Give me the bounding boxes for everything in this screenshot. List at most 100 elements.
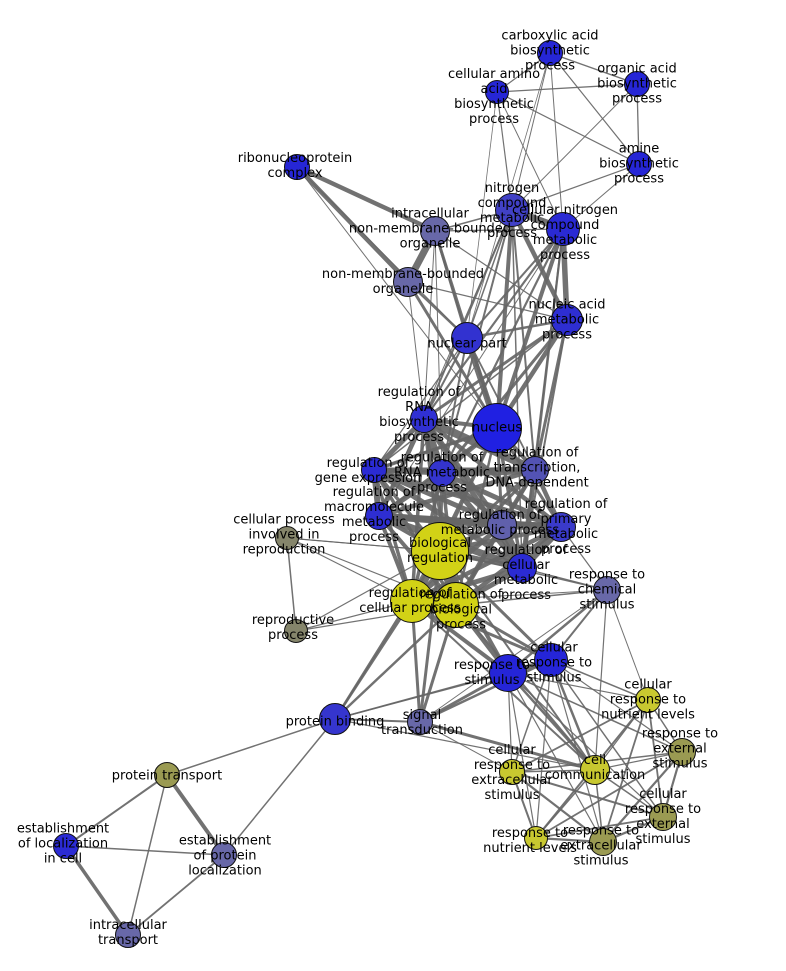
network-edge: [223, 718, 336, 856]
network-edge: [511, 83, 638, 211]
network-edge: [406, 280, 499, 430]
network-edge: [511, 52, 551, 211]
network-edge: [286, 537, 297, 632]
network-edge: [506, 671, 597, 772]
network-node-signal_transduction[interactable]: [407, 709, 433, 735]
network-edge: [423, 230, 436, 420]
network-node-reg_rna_met[interactable]: [428, 459, 456, 487]
network-edge: [495, 227, 565, 430]
network-node-resp_extracell_stim[interactable]: [589, 828, 617, 856]
network-edge: [434, 228, 564, 232]
network-node-intracellular_transp[interactable]: [115, 922, 141, 948]
network-edge: [507, 672, 604, 843]
network-node-nmb_organelle[interactable]: [393, 267, 423, 297]
network-node-reg_cell_met[interactable]: [507, 553, 537, 583]
network-edge: [286, 537, 413, 602]
network-edge: [549, 658, 597, 772]
network-edge: [65, 774, 168, 847]
network-node-cell_resp_nutrient[interactable]: [635, 687, 661, 713]
network-edge: [407, 281, 425, 420]
network-node-cell_amino_acid_bio[interactable]: [485, 80, 509, 104]
network-node-resp_external_stim[interactable]: [668, 738, 696, 766]
network-edge: [333, 599, 414, 721]
network-edge: [466, 228, 564, 339]
network-node-nucleic_acid_met[interactable]: [551, 304, 583, 336]
network-edge: [535, 816, 664, 839]
network-edge: [434, 230, 443, 474]
network-edge: [65, 845, 225, 856]
network-node-reg_transcr_dna[interactable]: [521, 456, 549, 484]
network-node-protein_binding[interactable]: [319, 703, 351, 735]
network-node-cell_resp_extracell[interactable]: [499, 759, 525, 785]
network-edge: [465, 318, 569, 340]
network-node-reg_rna_bio[interactable]: [410, 405, 438, 433]
network-node-cell_nitrogen_cmp[interactable]: [546, 212, 580, 246]
network-node-ribonucleoprotein[interactable]: [284, 154, 310, 180]
network-edge: [419, 721, 513, 773]
network-edge: [407, 281, 568, 321]
network-edge: [549, 52, 638, 85]
network-edge: [647, 699, 664, 818]
network-edge: [418, 720, 597, 772]
network-edge: [506, 588, 609, 675]
network-edge: [550, 659, 664, 818]
network-edge: [511, 771, 664, 818]
network-edge: [64, 844, 130, 937]
network-edge: [602, 699, 649, 843]
network-edge: [636, 83, 640, 165]
network-edge: [378, 228, 564, 517]
network-edge: [371, 467, 564, 530]
network-edge: [511, 163, 640, 211]
network-edge: [550, 659, 649, 701]
network-edge: [549, 52, 564, 230]
network-node-nitrogen_cmp_met[interactable]: [495, 193, 529, 227]
network-node-nucleus[interactable]: [472, 403, 522, 453]
network-node-resp_chem_stim[interactable]: [593, 576, 621, 604]
network-edge: [165, 773, 226, 857]
network-node-reg_primary_met[interactable]: [546, 512, 576, 542]
network-edge: [373, 337, 468, 471]
network-edge: [511, 209, 536, 471]
network-edge: [421, 416, 525, 571]
network-node-establish_prot_loc[interactable]: [211, 842, 237, 868]
network-node-response_to_stimulus[interactable]: [489, 654, 527, 692]
network-edge: [334, 718, 596, 771]
network-node-organic_acid_bio[interactable]: [624, 71, 650, 97]
network-edge: [373, 319, 568, 471]
network-node-intracell_nmb_org[interactable]: [420, 216, 450, 246]
network-edge: [422, 318, 569, 421]
network-edge: [535, 659, 552, 839]
network-node-cell_resp_stimulus[interactable]: [534, 643, 568, 677]
network-node-reg_bio_process[interactable]: [433, 582, 479, 628]
network-edge: [496, 91, 513, 211]
network-edge: [455, 589, 608, 606]
network-node-cell_resp_ext_stim[interactable]: [649, 803, 677, 831]
network-node-cell_proc_reprod[interactable]: [275, 526, 299, 550]
network-edge: [606, 589, 649, 701]
network-node-protein_transport[interactable]: [154, 762, 180, 788]
network-edge: [550, 659, 683, 753]
network-node-cell_communication[interactable]: [580, 755, 610, 785]
network-node-resp_nutrient_levels[interactable]: [524, 826, 548, 850]
network-node-amine_bio[interactable]: [626, 151, 652, 177]
network-node-reproductive_process[interactable]: [284, 619, 308, 643]
network-node-reg_metabolic[interactable]: [487, 510, 517, 540]
network-node-biological_regulation[interactable]: [411, 522, 469, 580]
network-edge: [511, 699, 649, 773]
network-edge: [418, 658, 553, 724]
network-edge: [496, 83, 638, 93]
network-node-reg_cell_process[interactable]: [390, 579, 434, 623]
network-node-carboxylic_acid_bio[interactable]: [537, 40, 563, 66]
network-edge: [296, 166, 468, 339]
network-node-reg_macromol_met[interactable]: [365, 502, 393, 530]
network-node-nuclear_part[interactable]: [451, 322, 483, 354]
network-node-reg_gene_expr[interactable]: [361, 457, 387, 483]
network-edge: [550, 659, 604, 843]
network-edge: [466, 91, 498, 339]
network-edge: [434, 230, 568, 321]
network-node-establish_loc_cell[interactable]: [53, 833, 79, 859]
network-edge: [507, 672, 649, 701]
network-edge: [127, 774, 168, 936]
